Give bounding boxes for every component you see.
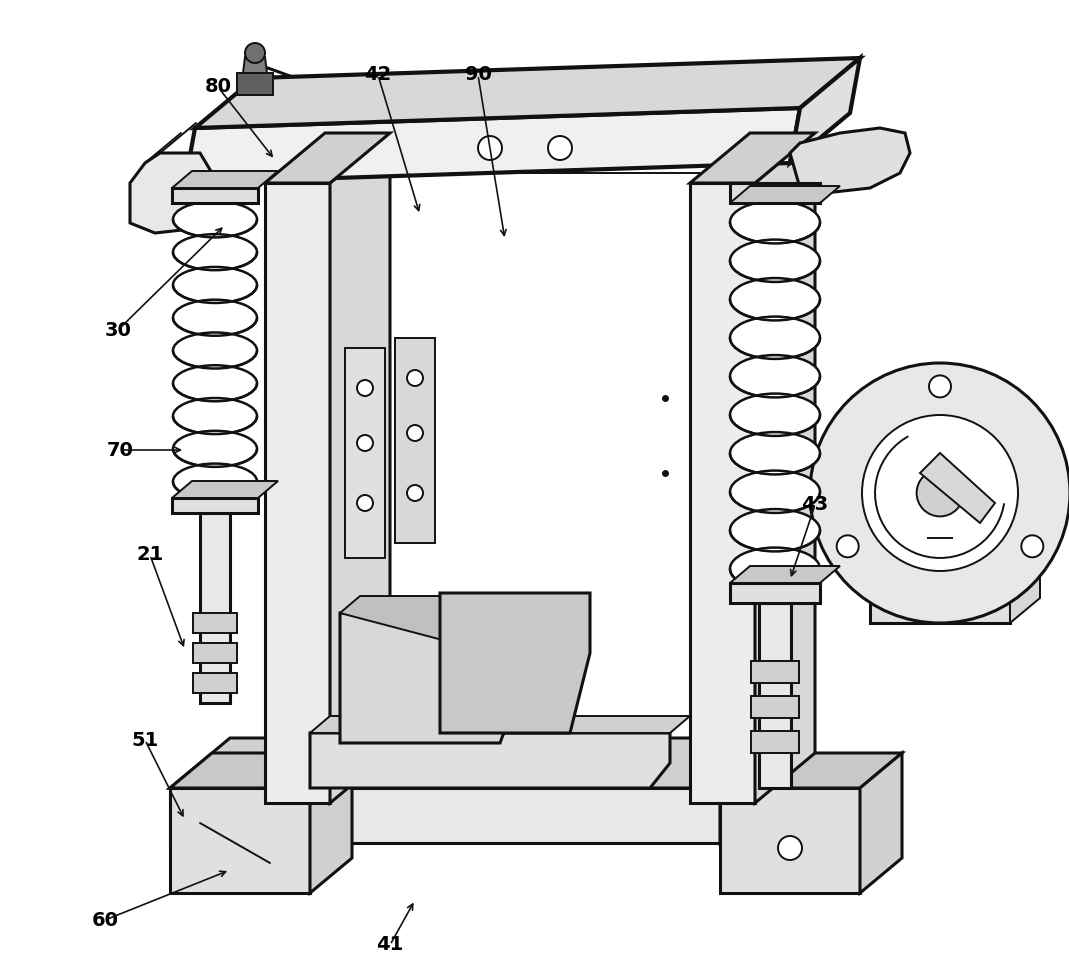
Circle shape bbox=[407, 425, 423, 441]
Polygon shape bbox=[340, 613, 530, 743]
Polygon shape bbox=[185, 108, 800, 183]
Polygon shape bbox=[340, 596, 549, 663]
Polygon shape bbox=[193, 643, 237, 663]
Ellipse shape bbox=[730, 201, 820, 243]
Ellipse shape bbox=[173, 300, 257, 336]
Polygon shape bbox=[172, 498, 258, 513]
Ellipse shape bbox=[730, 471, 820, 513]
Polygon shape bbox=[193, 613, 237, 633]
Polygon shape bbox=[172, 188, 258, 203]
Ellipse shape bbox=[173, 365, 257, 401]
Ellipse shape bbox=[173, 267, 257, 303]
Polygon shape bbox=[195, 58, 859, 128]
Ellipse shape bbox=[173, 398, 257, 434]
Polygon shape bbox=[237, 73, 273, 95]
Polygon shape bbox=[752, 661, 799, 683]
Polygon shape bbox=[790, 58, 859, 163]
Polygon shape bbox=[870, 518, 1040, 543]
Text: 90: 90 bbox=[465, 65, 492, 85]
Polygon shape bbox=[752, 731, 799, 753]
Text: 41: 41 bbox=[376, 935, 404, 955]
Ellipse shape bbox=[173, 234, 257, 270]
Ellipse shape bbox=[730, 278, 820, 320]
Polygon shape bbox=[440, 593, 590, 733]
Ellipse shape bbox=[173, 201, 257, 237]
Polygon shape bbox=[730, 566, 840, 583]
Circle shape bbox=[407, 485, 423, 501]
Polygon shape bbox=[790, 128, 910, 193]
Circle shape bbox=[407, 370, 423, 386]
Text: 30: 30 bbox=[105, 320, 131, 340]
Ellipse shape bbox=[730, 393, 820, 436]
Circle shape bbox=[810, 363, 1069, 623]
Circle shape bbox=[1021, 535, 1043, 558]
Polygon shape bbox=[345, 348, 385, 558]
Circle shape bbox=[357, 380, 373, 396]
Polygon shape bbox=[730, 583, 820, 603]
Text: 21: 21 bbox=[137, 546, 164, 564]
Polygon shape bbox=[1010, 518, 1040, 623]
Polygon shape bbox=[243, 57, 267, 73]
Ellipse shape bbox=[730, 548, 820, 590]
Polygon shape bbox=[730, 186, 840, 203]
Circle shape bbox=[778, 836, 802, 860]
Polygon shape bbox=[721, 753, 902, 788]
Text: 80: 80 bbox=[204, 78, 232, 96]
Circle shape bbox=[357, 495, 373, 511]
Ellipse shape bbox=[173, 333, 257, 369]
Circle shape bbox=[478, 136, 502, 160]
Polygon shape bbox=[721, 788, 859, 893]
Polygon shape bbox=[721, 738, 780, 843]
Polygon shape bbox=[170, 753, 352, 788]
Polygon shape bbox=[172, 171, 278, 188]
Ellipse shape bbox=[730, 509, 820, 552]
Ellipse shape bbox=[730, 355, 820, 397]
Circle shape bbox=[357, 435, 373, 451]
Polygon shape bbox=[755, 133, 815, 803]
Text: 70: 70 bbox=[107, 441, 134, 459]
Text: 60: 60 bbox=[92, 911, 119, 929]
Polygon shape bbox=[170, 738, 780, 788]
Text: 43: 43 bbox=[802, 495, 828, 515]
Circle shape bbox=[548, 136, 572, 160]
Polygon shape bbox=[870, 543, 1010, 623]
Polygon shape bbox=[690, 183, 755, 803]
Polygon shape bbox=[396, 338, 435, 543]
Circle shape bbox=[929, 376, 951, 397]
Polygon shape bbox=[759, 603, 791, 788]
Text: 42: 42 bbox=[365, 65, 391, 85]
Polygon shape bbox=[330, 133, 390, 803]
Circle shape bbox=[862, 415, 1018, 571]
Polygon shape bbox=[265, 133, 390, 183]
Polygon shape bbox=[859, 753, 902, 893]
Polygon shape bbox=[310, 733, 670, 788]
Circle shape bbox=[837, 535, 858, 558]
Polygon shape bbox=[752, 696, 799, 718]
Ellipse shape bbox=[730, 316, 820, 359]
Ellipse shape bbox=[730, 239, 820, 282]
Polygon shape bbox=[265, 183, 330, 803]
Polygon shape bbox=[920, 453, 995, 523]
Polygon shape bbox=[193, 673, 237, 693]
Ellipse shape bbox=[173, 463, 257, 500]
Ellipse shape bbox=[173, 431, 257, 467]
Polygon shape bbox=[310, 716, 690, 733]
Ellipse shape bbox=[730, 432, 820, 475]
Polygon shape bbox=[170, 788, 721, 843]
Polygon shape bbox=[172, 481, 278, 498]
Polygon shape bbox=[200, 513, 230, 703]
Polygon shape bbox=[690, 133, 815, 183]
Polygon shape bbox=[170, 788, 310, 893]
Text: 51: 51 bbox=[131, 731, 158, 749]
Polygon shape bbox=[730, 183, 820, 203]
Polygon shape bbox=[310, 753, 352, 893]
Circle shape bbox=[245, 43, 265, 63]
Polygon shape bbox=[130, 153, 215, 233]
Circle shape bbox=[916, 470, 963, 517]
